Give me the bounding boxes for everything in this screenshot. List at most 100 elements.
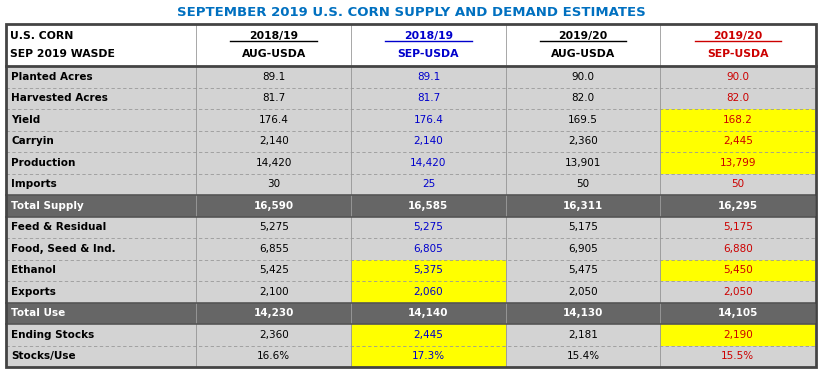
Bar [351,324,506,345]
Text: Food, Seed & Ind.: Food, Seed & Ind. [11,244,116,254]
Bar [661,302,815,324]
Bar [661,131,815,152]
Bar [506,109,661,131]
Text: 176.4: 176.4 [413,115,443,125]
Bar [196,152,351,174]
Bar [6,302,196,324]
Bar [661,281,815,302]
Bar [661,174,815,195]
Bar [196,324,351,345]
Text: AUG-USDA: AUG-USDA [242,49,306,59]
Bar [351,345,506,367]
Bar [506,217,661,238]
Bar [196,195,351,217]
Bar [506,281,661,302]
Text: 14,420: 14,420 [410,158,446,168]
Text: U.S. CORN: U.S. CORN [10,31,73,41]
Text: 14,420: 14,420 [256,158,292,168]
Text: 16,295: 16,295 [718,201,758,211]
Bar [661,195,815,217]
Text: 2,100: 2,100 [259,287,289,297]
Bar [6,259,196,281]
Text: 5,275: 5,275 [413,222,443,232]
Bar [506,131,661,152]
Bar [6,152,196,174]
Text: Total Supply: Total Supply [11,201,84,211]
Text: 13,799: 13,799 [719,158,756,168]
Bar [351,281,506,302]
Text: 81.7: 81.7 [417,93,440,103]
Text: 15.5%: 15.5% [721,351,755,361]
Bar [351,131,506,152]
Bar [196,259,351,281]
Text: 5,475: 5,475 [568,265,598,275]
Text: Total Use: Total Use [11,308,65,318]
Bar [6,66,196,88]
Text: 5,175: 5,175 [568,222,598,232]
Text: 2,360: 2,360 [259,330,289,340]
Bar [196,217,351,238]
Bar [196,345,351,367]
Text: 2,050: 2,050 [723,287,753,297]
Text: 82.0: 82.0 [571,93,594,103]
Text: Planted Acres: Planted Acres [11,72,93,82]
Bar [351,152,506,174]
Text: 169.5: 169.5 [568,115,598,125]
Text: 2,060: 2,060 [413,287,443,297]
Bar [661,259,815,281]
Bar [661,88,815,109]
Bar [351,259,506,281]
Text: Exports: Exports [11,287,56,297]
Bar [661,238,815,259]
Bar [661,109,815,131]
Text: 2019/20: 2019/20 [713,31,763,41]
Text: SEPTEMBER 2019 U.S. CORN SUPPLY AND DEMAND ESTIMATES: SEPTEMBER 2019 U.S. CORN SUPPLY AND DEMA… [177,7,645,20]
Text: 2018/19: 2018/19 [404,31,453,41]
Bar [661,66,815,88]
Bar [6,324,196,345]
Bar [506,66,661,88]
Text: 2,445: 2,445 [413,330,443,340]
Bar [196,88,351,109]
Text: 13,901: 13,901 [565,158,602,168]
Text: Ethanol: Ethanol [11,265,56,275]
Bar [6,24,816,66]
Text: 2,445: 2,445 [723,136,753,146]
Text: Feed & Residual: Feed & Residual [11,222,106,232]
Bar [506,259,661,281]
Text: Stocks/Use: Stocks/Use [11,351,76,361]
Text: 25: 25 [422,179,435,189]
Bar [351,238,506,259]
Text: 5,275: 5,275 [259,222,289,232]
Text: 5,450: 5,450 [723,265,753,275]
Text: Production: Production [11,158,76,168]
Text: 6,880: 6,880 [723,244,753,254]
Text: 2,050: 2,050 [568,287,598,297]
Bar [196,174,351,195]
Text: 90.0: 90.0 [727,72,750,82]
Text: 16,585: 16,585 [409,201,449,211]
Bar [6,88,196,109]
Text: 6,805: 6,805 [413,244,443,254]
Bar [196,302,351,324]
Bar [506,238,661,259]
Text: Ending Stocks: Ending Stocks [11,330,95,340]
Text: 89.1: 89.1 [262,72,285,82]
Text: 50: 50 [576,179,589,189]
Text: 2,181: 2,181 [568,330,598,340]
Text: 2,140: 2,140 [413,136,443,146]
Text: 2,140: 2,140 [259,136,289,146]
Text: 168.2: 168.2 [723,115,753,125]
Text: 2019/20: 2019/20 [558,31,607,41]
Text: 16.6%: 16.6% [257,351,290,361]
Bar [506,152,661,174]
Text: SEP 2019 WASDE: SEP 2019 WASDE [10,49,115,59]
Bar [351,109,506,131]
Bar [351,302,506,324]
Text: 14,140: 14,140 [409,308,449,318]
Bar [351,217,506,238]
Bar [351,66,506,88]
Text: Carryin: Carryin [11,136,53,146]
Text: 6,905: 6,905 [568,244,598,254]
Text: Harvested Acres: Harvested Acres [11,93,108,103]
